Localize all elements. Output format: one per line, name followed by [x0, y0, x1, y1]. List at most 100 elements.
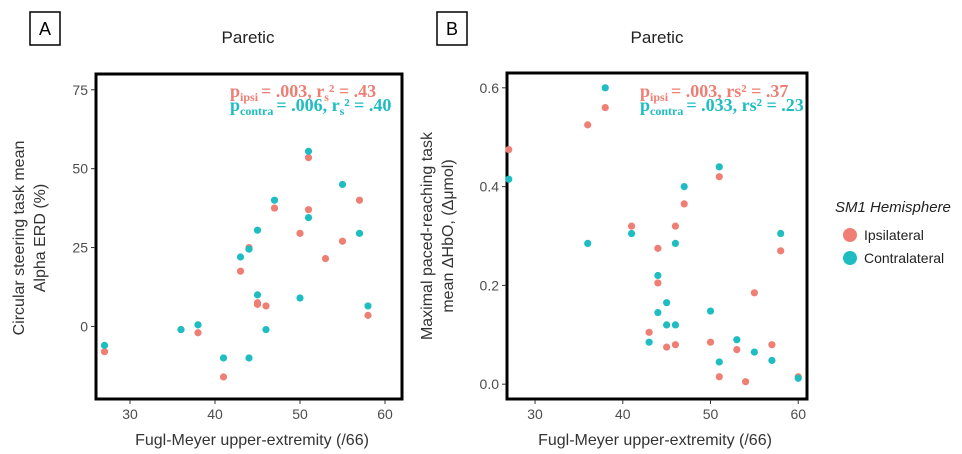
panel-a-stat-contra: pcontra = .006, rs² = .40	[230, 95, 391, 118]
panel-a-y-tick-label: 0	[80, 318, 88, 334]
panel-a-point-contralateral	[245, 354, 253, 362]
panel-b-stat-contra: pcontra = .033, rs² = .23	[640, 95, 804, 118]
panel-a-point-ipsilateral	[304, 206, 313, 214]
panel-a-point-contralateral	[177, 325, 185, 334]
panel-b-point-contralateral	[671, 321, 680, 329]
panel-b-point-ipsilateral	[663, 343, 671, 351]
legend-contralateral-label: Contralateral	[864, 250, 944, 266]
panel-a-point-contralateral	[194, 321, 202, 329]
panel-a-x-tick-label: 50	[292, 406, 308, 422]
panel-a-point-contralateral	[304, 213, 313, 222]
legend-contralateral-marker	[843, 251, 857, 265]
panel-b-point-contralateral	[654, 308, 662, 317]
panel-a-point-ipsilateral	[253, 299, 262, 307]
panel-b-plot-frame	[505, 71, 809, 401]
panel-b-point-contralateral	[777, 229, 785, 238]
panel-b-point-ipsilateral	[654, 244, 662, 252]
panel-b-point-contralateral	[505, 175, 513, 183]
panel-b-point-contralateral	[584, 239, 592, 248]
panel-b: B Paretic 30 40 50 60 0.0 0.2 0.4 0.6 pipsi = .0…	[419, 11, 809, 449]
panel-b-y-tick-label: 0.2	[480, 277, 500, 293]
legend: SM1 Hemisphere Ipsilateral Contralateral	[835, 199, 951, 266]
panel-a-letter-box	[29, 11, 61, 46]
panel-b-stat-ipsi: pipsi = .003, rs² = .37	[640, 81, 788, 104]
panel-a-point-contralateral	[236, 253, 245, 261]
panel-b-point-ipsilateral	[750, 289, 758, 297]
panel-a-point-ipsilateral	[262, 302, 270, 310]
panel-b-point-contralateral	[706, 307, 715, 315]
panel-a-point-contralateral	[219, 354, 228, 362]
panel-a-point-ipsilateral	[364, 311, 372, 319]
panel-a-plot-frame	[94, 72, 404, 401]
legend-title: SM1 Hemisphere	[835, 199, 951, 216]
panel-a-point-contralateral	[338, 180, 347, 189]
panel-a-x-axis-label: Fugl-Meyer upper-extremity (/66)	[135, 432, 369, 449]
panel-a-point-ipsilateral	[100, 348, 109, 356]
panel-b-y-axis-label-line2: mean ΔHbO, (Δμmol)	[440, 159, 457, 312]
panel-a-point-contralateral	[304, 147, 313, 155]
panel-b-point-contralateral	[750, 348, 758, 356]
panel-b-x-tick-label: 50	[703, 406, 719, 422]
panel-b-point-ipsilateral	[741, 378, 750, 386]
panel-a-point-ipsilateral	[236, 267, 245, 275]
panel-a-point-contralateral	[253, 226, 262, 234]
panel-b-point-ipsilateral	[715, 173, 723, 181]
panel-b-point-contralateral	[794, 374, 802, 382]
panel-a-y-tick-label: 25	[72, 240, 88, 256]
panel-b-point-ipsilateral	[715, 373, 723, 381]
panel-b-point-contralateral	[654, 271, 662, 280]
panel-a-point-ipsilateral	[321, 254, 330, 263]
panel-a-point-ipsilateral	[194, 329, 202, 337]
panel-b-point-ipsilateral	[706, 338, 715, 346]
panel-a-point-ipsilateral	[296, 229, 304, 237]
panel-a-y-tick-label: 50	[72, 161, 88, 177]
panel-b-point-ipsilateral	[768, 341, 776, 349]
panel-a-point-contralateral	[355, 229, 364, 237]
panel-a-point-ipsilateral	[355, 196, 364, 204]
panel-b-point-contralateral	[645, 338, 653, 346]
panel-b-y-axis-label-line1: Maximal paced-reaching task	[419, 131, 436, 340]
panel-a-title: Paretic	[222, 28, 275, 47]
panel-b-x-tick-label: 30	[527, 406, 543, 422]
panel-a-point-ipsilateral	[338, 237, 347, 245]
panel-a-point-contralateral	[253, 291, 262, 299]
panel-a-point-contralateral	[262, 325, 270, 334]
panel-b-points	[505, 84, 802, 386]
panel-b-point-ipsilateral	[733, 346, 741, 354]
panel-a-stat-ipsi: pipsi = .003, rs² = .43	[230, 81, 376, 104]
panel-a-y-tick-label: 75	[72, 82, 88, 98]
panel-a-point-ipsilateral	[304, 154, 313, 162]
panel-b-point-ipsilateral	[505, 145, 513, 154]
panel-b-x-tick-label: 40	[615, 406, 631, 422]
panel-a-letter: A	[39, 19, 51, 39]
panel-a-point-contralateral	[100, 341, 109, 349]
legend-ipsilateral-marker	[843, 228, 857, 242]
panel-a-point-contralateral	[245, 245, 253, 253]
panel-b-y-tick-label: 0.6	[480, 80, 500, 96]
panel-a-points	[100, 147, 372, 381]
panel-b-point-ipsilateral	[627, 222, 636, 230]
panel-b-point-ipsilateral	[584, 121, 592, 129]
panel-b-point-contralateral	[680, 183, 688, 191]
panel-b-point-ipsilateral	[645, 328, 653, 336]
panel-a-ticks: 30 40 50 60 0 25 50 75	[72, 82, 393, 422]
panel-b-point-ipsilateral	[601, 103, 609, 112]
panel-a-y-axis-label-line1: Circular steering task mean	[11, 141, 28, 336]
panel-b-x-tick-label: 60	[790, 406, 806, 422]
legend-ipsilateral-label: Ipsilateral	[864, 227, 924, 243]
panel-b-point-contralateral	[663, 299, 671, 307]
panel-b-x-axis-label: Fugl-Meyer upper-extremity (/66)	[538, 432, 772, 449]
panel-b-point-contralateral	[601, 84, 609, 92]
panel-b-title: Paretic	[631, 28, 684, 47]
panel-b-letter: B	[446, 19, 458, 39]
panel-a-point-contralateral	[364, 302, 372, 310]
panel-b-point-ipsilateral	[654, 279, 662, 287]
panel-a-x-tick-label: 60	[377, 406, 393, 422]
panel-b-point-contralateral	[671, 239, 680, 248]
panel-b-point-ipsilateral	[671, 222, 680, 230]
panel-a-y-axis-label-line2: Alpha ERD (%)	[32, 184, 49, 292]
panel-b-ticks: 30 40 50 60 0.0 0.2 0.4 0.6	[480, 80, 807, 422]
panel-b-point-contralateral	[663, 321, 671, 329]
panel-a-point-contralateral	[296, 294, 304, 302]
